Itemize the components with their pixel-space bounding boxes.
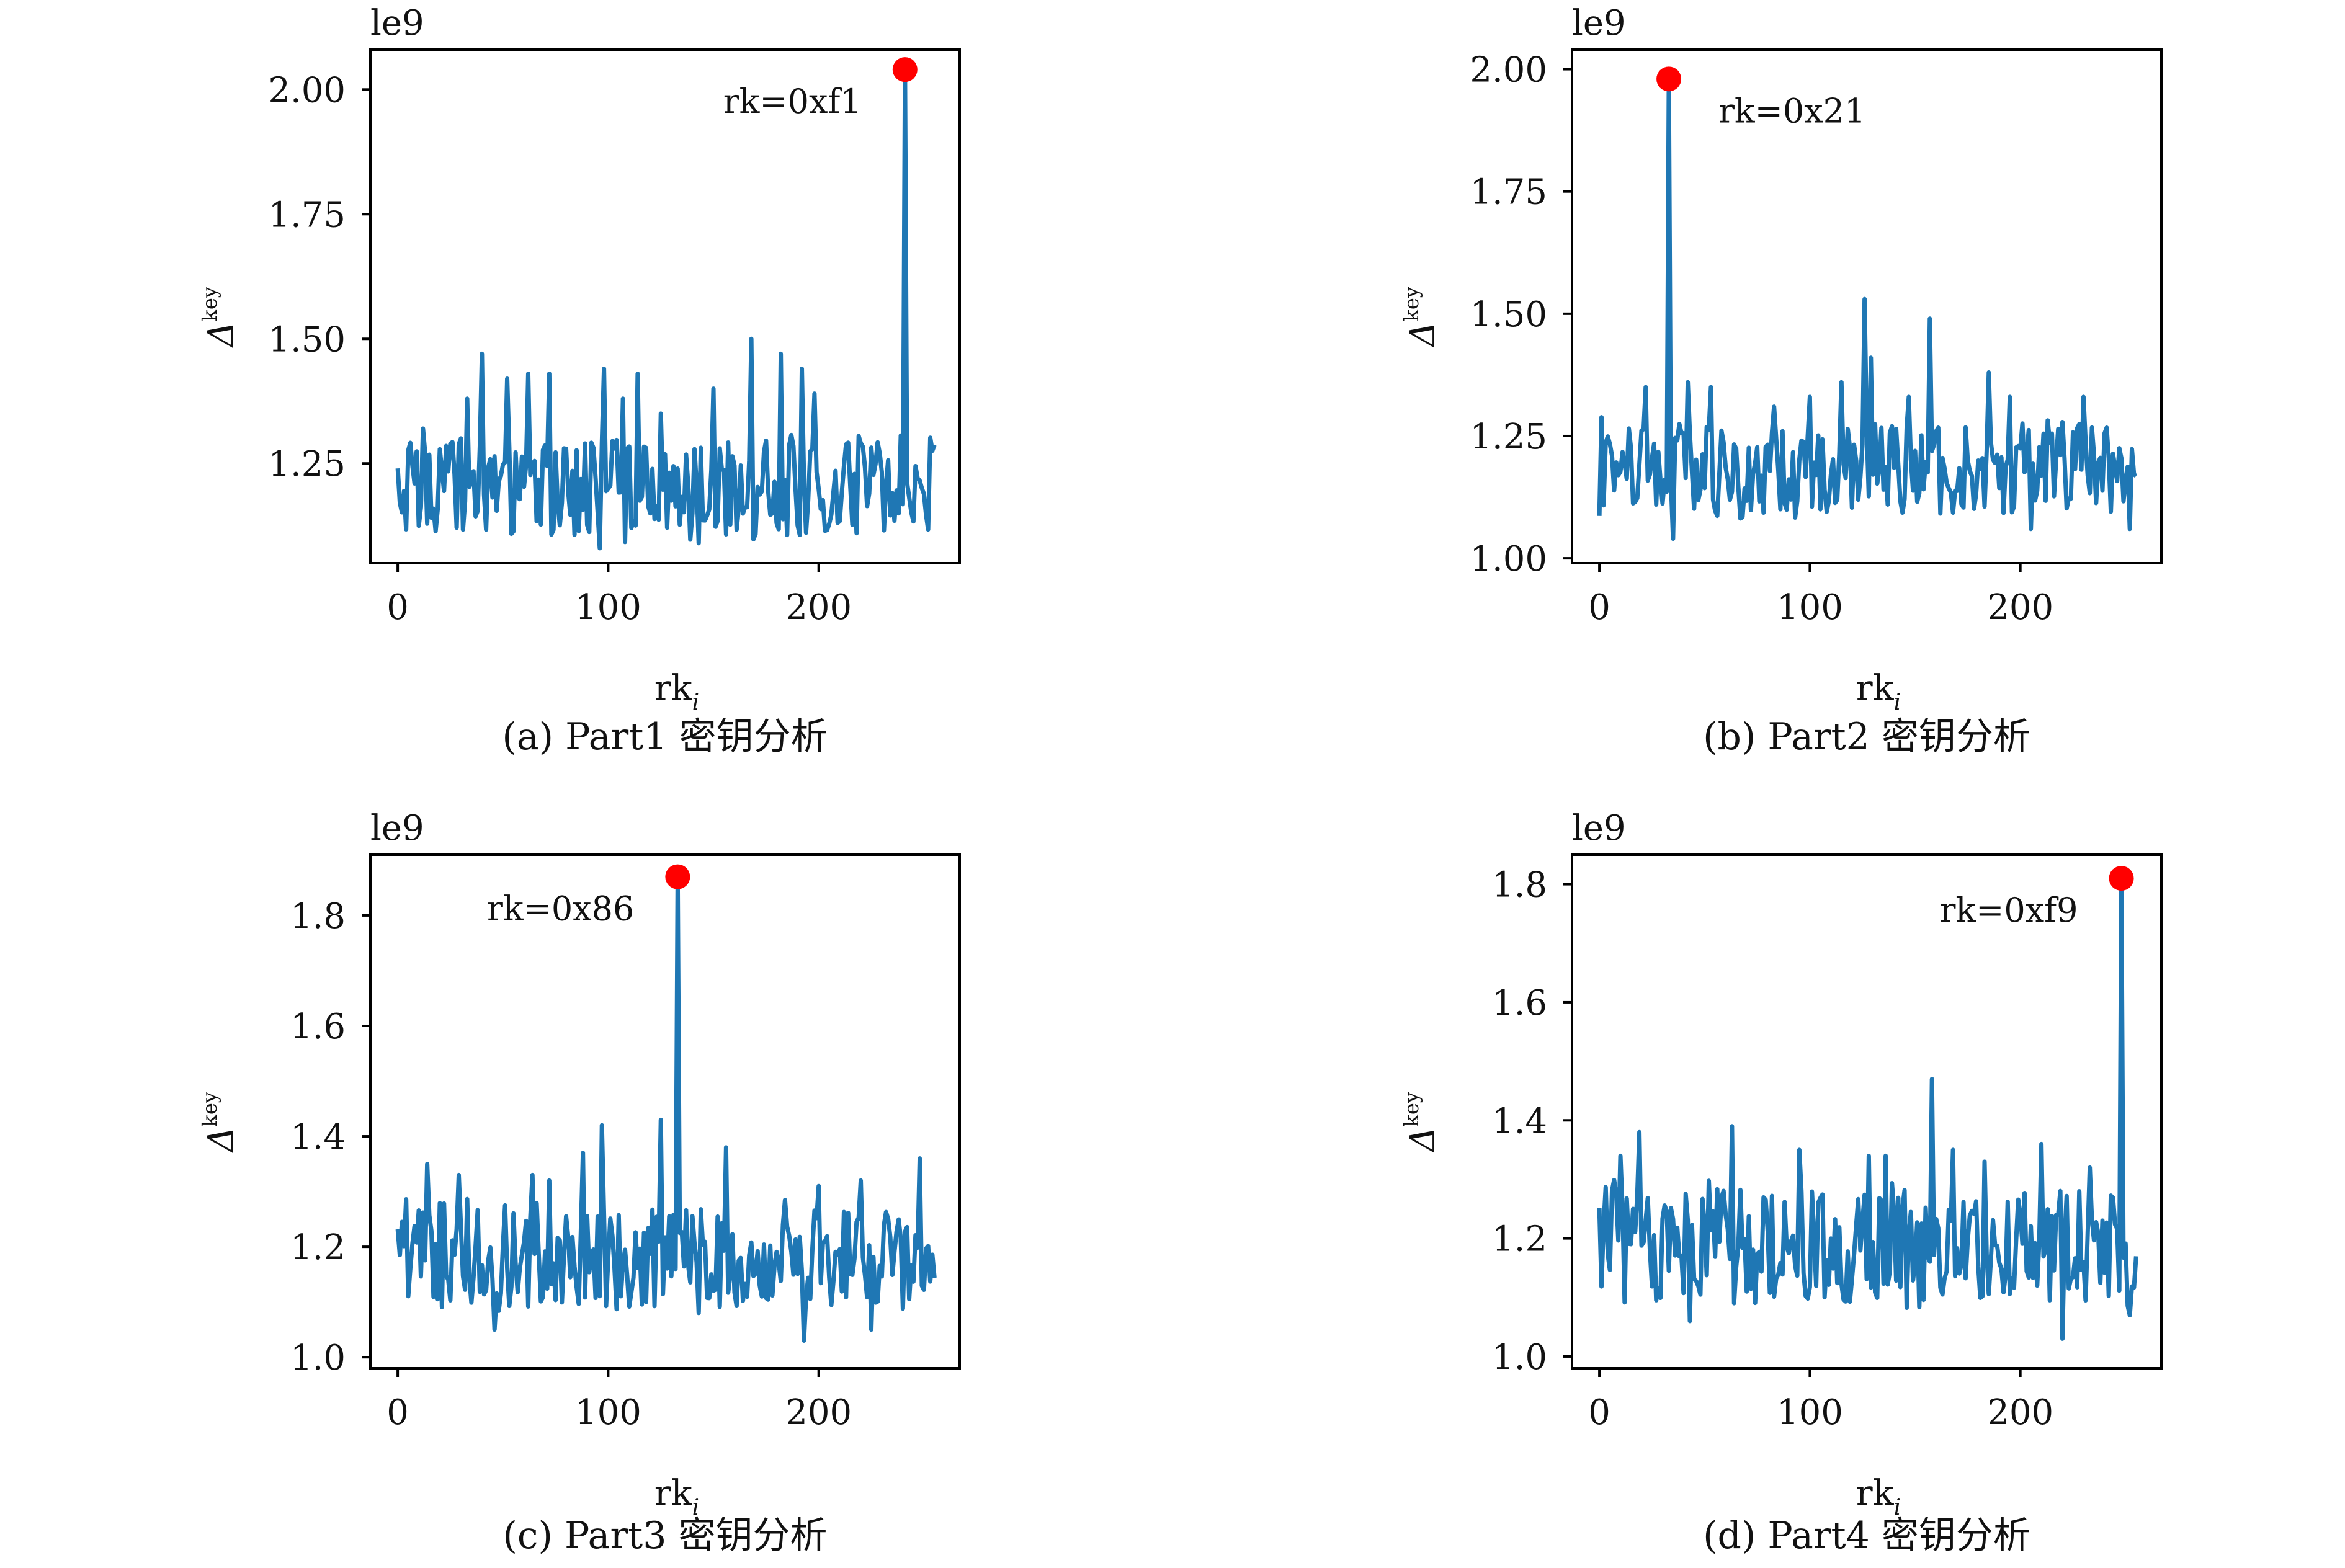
- peak-label: rk=0x86: [487, 889, 634, 929]
- x-axis-label: rki: [1856, 1473, 1901, 1520]
- y-scale-label: le9: [1572, 808, 1626, 849]
- y-tick-label: 1.25: [1470, 417, 1547, 457]
- x-tick-label: 100: [575, 1392, 641, 1433]
- y-axis-label: Δkey: [1400, 1092, 1443, 1153]
- y-tick-label: 1.6: [290, 1007, 346, 1047]
- y-tick-label: 1.75: [1470, 172, 1547, 213]
- x-axis-label-subscript: i: [1894, 1495, 1901, 1520]
- y-scale-label: le9: [370, 808, 424, 849]
- x-tick-label: 200: [1987, 1392, 2053, 1433]
- y-tick-label: 1.75: [268, 195, 346, 235]
- x-axis-label: rki: [1856, 668, 1901, 715]
- x-axis-label-subscript: i: [1894, 690, 1901, 715]
- x-axis-label-main: rk: [654, 668, 693, 708]
- y-axis-label-main: Δ: [1403, 322, 1443, 348]
- x-tick-label: 0: [1588, 1392, 1610, 1433]
- x-axis-label-subscript: i: [692, 690, 700, 715]
- x-tick-label: 100: [1777, 587, 1843, 628]
- peak-label: rk=0xf9: [1940, 891, 2078, 930]
- x-tick-label: 200: [1987, 587, 2053, 628]
- y-axis-label-main: Δ: [201, 322, 241, 348]
- y-tick-label: 1.50: [1470, 295, 1547, 335]
- series-line: [395, 875, 937, 1343]
- y-tick-label: 1.6: [1492, 983, 1547, 1023]
- y-tick-label: 1.0: [1492, 1337, 1547, 1378]
- x-tick-label: 100: [575, 587, 641, 628]
- x-tick-label: 0: [1588, 587, 1610, 628]
- y-axis-label-main: Δ: [201, 1127, 241, 1153]
- x-axis-label: rki: [654, 668, 699, 715]
- y-tick-label: 1.50: [268, 319, 346, 360]
- y-tick-label: 1.8: [1492, 865, 1547, 906]
- y-tick-label: 1.4: [290, 1117, 346, 1157]
- y-tick-label: 1.00: [1470, 539, 1547, 579]
- panel-caption: (a) Part1 密钥分析: [502, 715, 828, 759]
- y-tick-label: 1.2: [1492, 1219, 1547, 1260]
- peak-label: rk=0x21: [1718, 91, 1865, 130]
- x-tick-label: 200: [785, 1392, 852, 1433]
- panel-caption: (b) Part2 密钥分析: [1703, 715, 2030, 759]
- panel-caption: (c) Part3 密钥分析: [503, 1514, 828, 1557]
- x-axis-label-main: rk: [1856, 668, 1895, 708]
- y-axis-label-superscript: key: [1400, 287, 1423, 321]
- plot-frame: [369, 853, 961, 1370]
- series-line: [1597, 76, 2138, 541]
- chart-panel-b: rk=0x21 0 100 200 1.00 1.25 1.50 1.75 2.00 le9 rki…: [1400, 3, 2163, 759]
- y-tick-label: 1.25: [268, 444, 346, 484]
- y-axis-label: Δkey: [198, 287, 241, 348]
- peak-marker: [2109, 866, 2134, 891]
- x-tick-label: 0: [386, 1392, 409, 1433]
- y-axis-label-main: Δ: [1403, 1127, 1443, 1153]
- peak-marker: [892, 57, 918, 82]
- y-axis-label: Δkey: [198, 1092, 241, 1153]
- plot-frame: [1571, 48, 2163, 564]
- chart-panel-a: rk=0xf1 0 100 200 1.25 1.50 1.75 2.00 le9 rki Δkey…: [198, 3, 961, 759]
- plot-frame: [369, 48, 961, 564]
- x-axis-label: rki: [654, 1473, 699, 1520]
- y-tick-label: 1.2: [290, 1227, 346, 1268]
- y-tick-label: 2.00: [268, 70, 346, 110]
- x-tick-label: 200: [785, 587, 852, 628]
- plot-frame: [1571, 853, 2163, 1370]
- x-axis-label-subscript: i: [692, 1495, 700, 1520]
- y-axis-label: Δkey: [1400, 287, 1443, 348]
- y-scale-label: le9: [370, 3, 424, 43]
- y-scale-label: le9: [1572, 3, 1626, 43]
- y-axis-label-superscript: key: [198, 287, 221, 321]
- panel-caption: (d) Part4 密钥分析: [1703, 1514, 2030, 1557]
- peak-marker: [665, 864, 690, 889]
- chart-panel-d: rk=0xf9 0 100 200 1.0 1.2 1.4 1.6 1.8 le9 rki Δkey (…: [1400, 808, 2163, 1557]
- y-tick-label: 2.00: [1470, 50, 1547, 91]
- x-axis-label-main: rk: [1856, 1473, 1895, 1513]
- x-axis-label-main: rk: [654, 1473, 693, 1513]
- series-line: [395, 67, 937, 551]
- chart-panel-c: rk=0x86 0 100 200 1.0 1.2 1.4 1.6 1.8 le9 rki Δkey (…: [198, 808, 961, 1557]
- y-tick-label: 1.0: [290, 1338, 346, 1378]
- x-tick-label: 100: [1777, 1392, 1843, 1433]
- y-axis-label-superscript: key: [1400, 1092, 1423, 1126]
- x-tick-label: 0: [386, 587, 409, 628]
- series-line: [1597, 876, 2138, 1341]
- peak-marker: [1656, 66, 1682, 92]
- y-tick-label: 1.8: [290, 896, 346, 937]
- y-tick-label: 1.4: [1492, 1101, 1547, 1141]
- y-axis-label-superscript: key: [198, 1092, 221, 1126]
- peak-label: rk=0xf1: [723, 82, 862, 121]
